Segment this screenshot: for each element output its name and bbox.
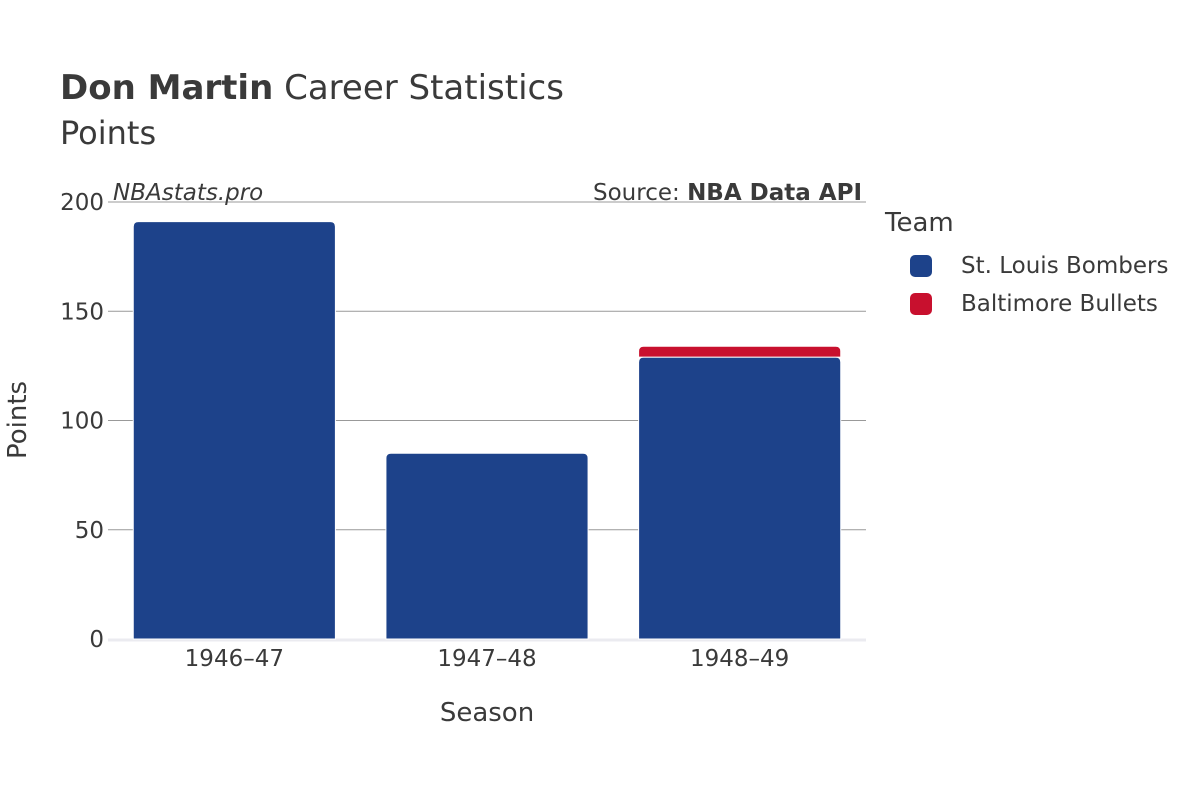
legend-swatch-baltimore-bullets: [910, 293, 932, 315]
legend-label: St. Louis Bombers: [961, 253, 1169, 279]
legend-title: Team: [885, 208, 954, 238]
legend-item-st-louis-bombers: St. Louis Bombers: [910, 253, 1169, 279]
x-tick-label: 1946–47: [185, 646, 284, 672]
y-tick-label: 50: [75, 518, 104, 544]
y-tick-labels: 0 50 100 150 200: [60, 190, 104, 653]
bars: [132, 221, 842, 640]
source-name: NBA Data API: [687, 180, 862, 206]
x-tick-label: 1948–49: [690, 646, 789, 672]
bar-baltimore-bullets: [638, 345, 842, 358]
y-tick-label: 0: [89, 627, 104, 653]
legend-item-baltimore-bullets: Baltimore Bullets: [910, 291, 1158, 317]
x-tick-labels: 1946–47 1947–48 1948–49: [185, 646, 790, 672]
player-name: Don Martin: [60, 68, 274, 108]
watermark-text: NBAstats.pro: [113, 180, 263, 206]
legend-swatch-st-louis-bombers: [910, 255, 932, 277]
bar-st-louis-bombers: [385, 452, 589, 640]
source-text: Source: NBA Data API: [593, 180, 862, 206]
y-tick-label: 100: [60, 409, 104, 435]
x-tick-label: 1947–48: [437, 646, 536, 672]
x-axis-label: Season: [440, 698, 534, 728]
legend-label: Baltimore Bullets: [961, 291, 1158, 317]
chart-subtitle: Points: [60, 114, 157, 152]
chart-title: Don Martin Career Statistics: [60, 68, 564, 108]
source-prefix: Source:: [593, 180, 687, 206]
y-tick-label: 200: [60, 190, 104, 216]
y-tick-label: 150: [60, 299, 104, 325]
bar-st-louis-bombers: [638, 356, 842, 640]
bar-st-louis-bombers: [132, 221, 336, 640]
title-rest: Career Statistics: [284, 68, 564, 108]
y-axis-label: Points: [3, 381, 33, 459]
